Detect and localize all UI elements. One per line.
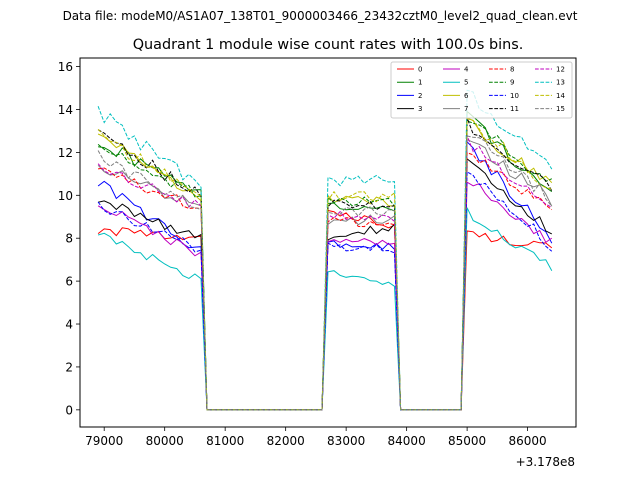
x-offset-label: +3.178e8 — [516, 455, 575, 469]
legend-label-0: 0 — [418, 66, 422, 74]
y-tick-label: 16 — [58, 60, 73, 74]
axes-frame — [79, 57, 577, 428]
y-tick-label: 2 — [65, 360, 73, 374]
legend-label-14: 14 — [556, 92, 565, 100]
x-tick-label: 84000 — [388, 434, 426, 448]
y-tick-label: 10 — [58, 189, 73, 203]
x-tick-label: 80000 — [146, 434, 184, 448]
figure-suptitle: Data file: modeM0/AS1A07_138T01_90000034… — [63, 9, 578, 23]
y-tick-label: 12 — [58, 146, 73, 160]
x-tick-label: 86000 — [509, 434, 547, 448]
series-line-5 — [97, 207, 553, 411]
y-tick-label: 4 — [65, 318, 73, 332]
y-tick-label: 0 — [65, 403, 73, 417]
x-tick-label: 83000 — [327, 434, 365, 448]
x-tick-label: 79000 — [85, 434, 123, 448]
x-axis: 79000 80000 81000 82000 83000 84000 85000 86000 — [85, 427, 547, 448]
plot-lines — [97, 89, 553, 411]
legend-label-3: 3 — [418, 105, 422, 113]
legend-label-8: 8 — [510, 66, 514, 74]
legend-label-10: 10 — [510, 92, 519, 100]
legend-label-6: 6 — [464, 92, 469, 100]
y-axis: 0 2 4 6 8 10 12 14 16 — [58, 60, 80, 417]
legend-label-7: 7 — [464, 105, 468, 113]
y-tick-label: 14 — [58, 103, 73, 117]
y-tick-label: 6 — [65, 275, 73, 289]
legend-label-15: 15 — [556, 105, 565, 113]
legend-label-9: 9 — [510, 79, 514, 87]
series-line-15 — [97, 135, 553, 411]
x-tick-label: 85000 — [448, 434, 486, 448]
legend-label-1: 1 — [418, 79, 422, 87]
legend-box — [390, 61, 573, 119]
y-tick-label: 8 — [65, 232, 73, 246]
legend-label-12: 12 — [556, 66, 565, 74]
x-tick-label: 81000 — [206, 434, 244, 448]
legend-label-2: 2 — [418, 92, 422, 100]
chart-title: Quadrant 1 module wise count rates with … — [133, 37, 524, 53]
legend-label-11: 11 — [510, 105, 519, 113]
legend-label-5: 5 — [464, 79, 468, 87]
legend-label-4: 4 — [464, 66, 469, 74]
x-tick-label: 82000 — [267, 434, 305, 448]
legend-label-13: 13 — [556, 79, 565, 87]
